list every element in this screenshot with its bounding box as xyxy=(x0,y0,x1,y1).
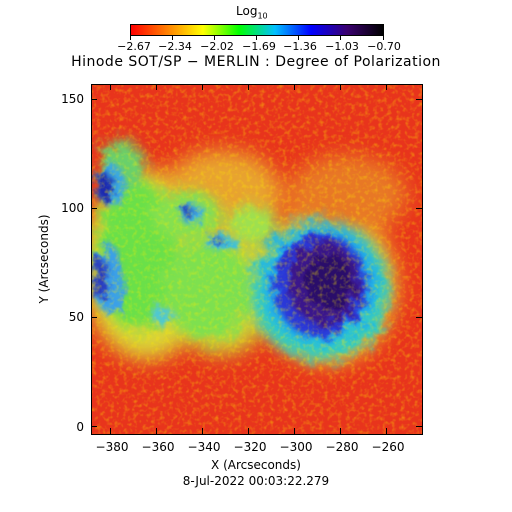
y-tick xyxy=(91,426,97,427)
y-tick-label: 0 xyxy=(76,420,84,434)
y-tick-label: 100 xyxy=(61,201,84,215)
colorbar-tick-label: −1.36 xyxy=(283,40,317,53)
x-tick xyxy=(386,428,387,434)
y-tick xyxy=(91,99,97,100)
y-axis-title: Y (Arcseconds) xyxy=(37,214,51,304)
colorbar-tick xyxy=(340,36,341,40)
y-tick-right xyxy=(416,426,422,427)
y-tick xyxy=(91,208,97,209)
colorbar-tick-label: −2.02 xyxy=(200,40,234,53)
colorbar-tick-label: −1.69 xyxy=(242,40,276,53)
x-tick-top xyxy=(110,84,111,90)
x-tick-top xyxy=(340,84,341,90)
colorbar-tick-label: −0.70 xyxy=(367,40,401,53)
x-tick-label: −360 xyxy=(141,440,175,454)
colorbar-tick xyxy=(298,36,299,40)
polarization-image xyxy=(92,85,422,434)
y-tick xyxy=(91,317,97,318)
x-tick-label: −280 xyxy=(325,440,359,454)
x-tick xyxy=(110,428,111,434)
x-axis-title: X (Arcseconds) xyxy=(211,458,301,472)
colorbar xyxy=(130,24,384,36)
colorbar-tick xyxy=(214,36,215,40)
x-tick-label: −380 xyxy=(95,440,129,454)
x-tick-top xyxy=(248,84,249,90)
x-tick-top xyxy=(202,84,203,90)
colorbar-tick xyxy=(256,36,257,40)
colorbar-title: Log10 xyxy=(236,4,268,21)
x-tick-label: −300 xyxy=(279,440,313,454)
x-tick-label: −260 xyxy=(371,440,405,454)
polarization-map xyxy=(91,84,423,435)
observation-date: 8-Jul-2022 00:03:22.279 xyxy=(182,474,330,488)
colorbar-tick xyxy=(130,36,131,40)
x-tick-top xyxy=(156,84,157,90)
colorbar-tick-label: −1.03 xyxy=(325,40,359,53)
colorbar-tick xyxy=(172,36,173,40)
x-tick-label: −320 xyxy=(233,440,267,454)
y-tick-right xyxy=(416,317,422,318)
plot-title: Hinode SOT/SP − MERLIN : Degree of Polar… xyxy=(71,54,441,70)
colorbar-tick xyxy=(383,36,384,40)
colorbar-tick-label: −2.67 xyxy=(117,40,151,53)
y-tick-right xyxy=(416,208,422,209)
x-tick-label: −340 xyxy=(187,440,221,454)
x-tick-top xyxy=(386,84,387,90)
x-tick xyxy=(202,428,203,434)
x-tick-top xyxy=(294,84,295,90)
y-tick-label: 150 xyxy=(61,92,84,106)
colorbar-tick-label: −2.34 xyxy=(158,40,192,53)
x-tick xyxy=(340,428,341,434)
y-tick-label: 50 xyxy=(68,310,84,324)
y-tick-right xyxy=(416,99,422,100)
x-tick xyxy=(294,428,295,434)
x-tick xyxy=(156,428,157,434)
x-tick xyxy=(248,428,249,434)
